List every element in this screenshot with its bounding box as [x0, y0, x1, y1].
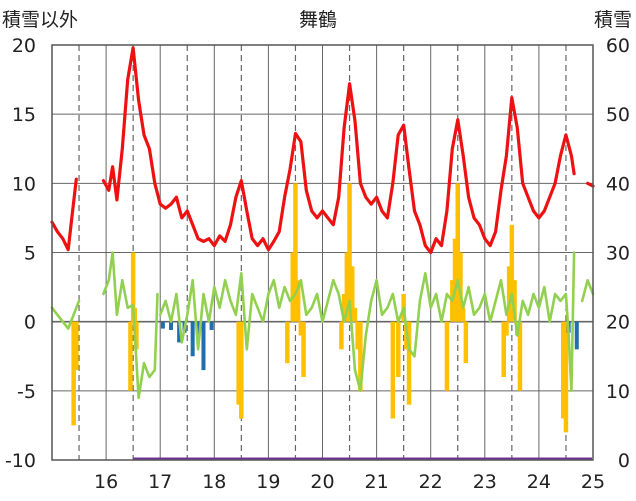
y-right-tick: 30	[606, 243, 630, 265]
orange-bar	[406, 321, 412, 405]
orange-bar	[455, 183, 460, 322]
orange-bar	[285, 321, 290, 364]
y-left-tick: -5	[17, 381, 36, 403]
orange-bar	[293, 183, 298, 322]
x-tick: 19	[256, 471, 280, 493]
orange-bar	[134, 321, 139, 350]
series-lines	[50, 46, 595, 461]
orange-bar	[504, 321, 509, 336]
orange-bar	[517, 321, 523, 391]
orange-bar	[560, 321, 566, 419]
y-right-tick: 10	[606, 381, 630, 403]
y-right-label: 積雪	[594, 9, 632, 31]
y-left-tick: 15	[12, 104, 36, 126]
blue-bar	[574, 321, 579, 350]
orange-bar	[355, 321, 360, 350]
orange-bar	[350, 266, 355, 322]
orange-bar	[506, 266, 512, 322]
green-series-line	[50, 299, 81, 330]
y-right-tick: 40	[606, 173, 630, 195]
x-tick: 23	[473, 471, 497, 493]
orange-bar	[301, 321, 306, 377]
orange-bar	[395, 321, 401, 377]
orange-bar	[444, 321, 450, 391]
x-tick: 16	[94, 471, 118, 493]
orange-bar	[341, 294, 347, 322]
y-left-tick: 20	[12, 35, 36, 57]
y-right-tick: 20	[606, 312, 630, 334]
orange-bar	[236, 321, 241, 405]
x-tick: 20	[310, 471, 334, 493]
y-right-tick: 0	[618, 450, 630, 472]
x-tick: 17	[148, 471, 172, 493]
orange-bar	[239, 321, 244, 419]
orange-bar	[452, 238, 458, 322]
green-series-line	[158, 251, 576, 393]
x-tick: 18	[202, 471, 226, 493]
orange-bar	[358, 321, 363, 391]
orange-bar	[130, 252, 136, 322]
y-left-tick: -10	[5, 450, 36, 472]
y-right-tick: 50	[606, 104, 630, 126]
y-right-tick: 60	[606, 35, 630, 57]
blue-bar	[201, 321, 206, 371]
orange-bar	[563, 321, 569, 433]
orange-bar	[509, 224, 515, 322]
x-tick: 25	[581, 471, 605, 493]
blue-bar	[177, 321, 182, 343]
orange-bar	[71, 321, 76, 426]
blue-bar	[209, 321, 214, 330]
blue-bar	[169, 321, 174, 330]
orange-bar	[74, 321, 79, 371]
red-series-line	[50, 177, 78, 252]
orange-bar	[463, 321, 469, 364]
blue-bar	[160, 321, 165, 329]
orange-bar	[344, 252, 350, 322]
y-left-tick: 10	[12, 173, 36, 195]
orange-bar	[295, 280, 301, 322]
orange-bar	[290, 252, 295, 322]
red-series-line	[101, 46, 576, 255]
orange-bar	[501, 321, 506, 377]
orange-bar	[390, 321, 396, 419]
y-left-label: 積雪以外	[2, 9, 78, 31]
chart-title: 舞鶴	[299, 9, 337, 31]
x-tick: 21	[365, 471, 389, 493]
blue-bar	[196, 321, 201, 336]
orange-bar	[352, 307, 358, 322]
green-series-line	[580, 278, 595, 303]
orange-bar	[512, 280, 517, 322]
x-tick: 24	[527, 471, 551, 493]
x-tick: 22	[419, 471, 443, 493]
red-series-line	[586, 181, 595, 188]
orange-bar	[460, 307, 466, 322]
y-left-tick: 5	[24, 243, 36, 265]
orange-bar	[128, 321, 133, 391]
orange-bar	[298, 321, 304, 336]
blue-bar	[190, 321, 195, 357]
green-series-line	[102, 251, 159, 400]
y-left-tick: 0	[24, 312, 36, 334]
plot-frame	[51, 44, 594, 461]
orange-bar	[347, 183, 352, 322]
orange-bar	[339, 321, 344, 350]
